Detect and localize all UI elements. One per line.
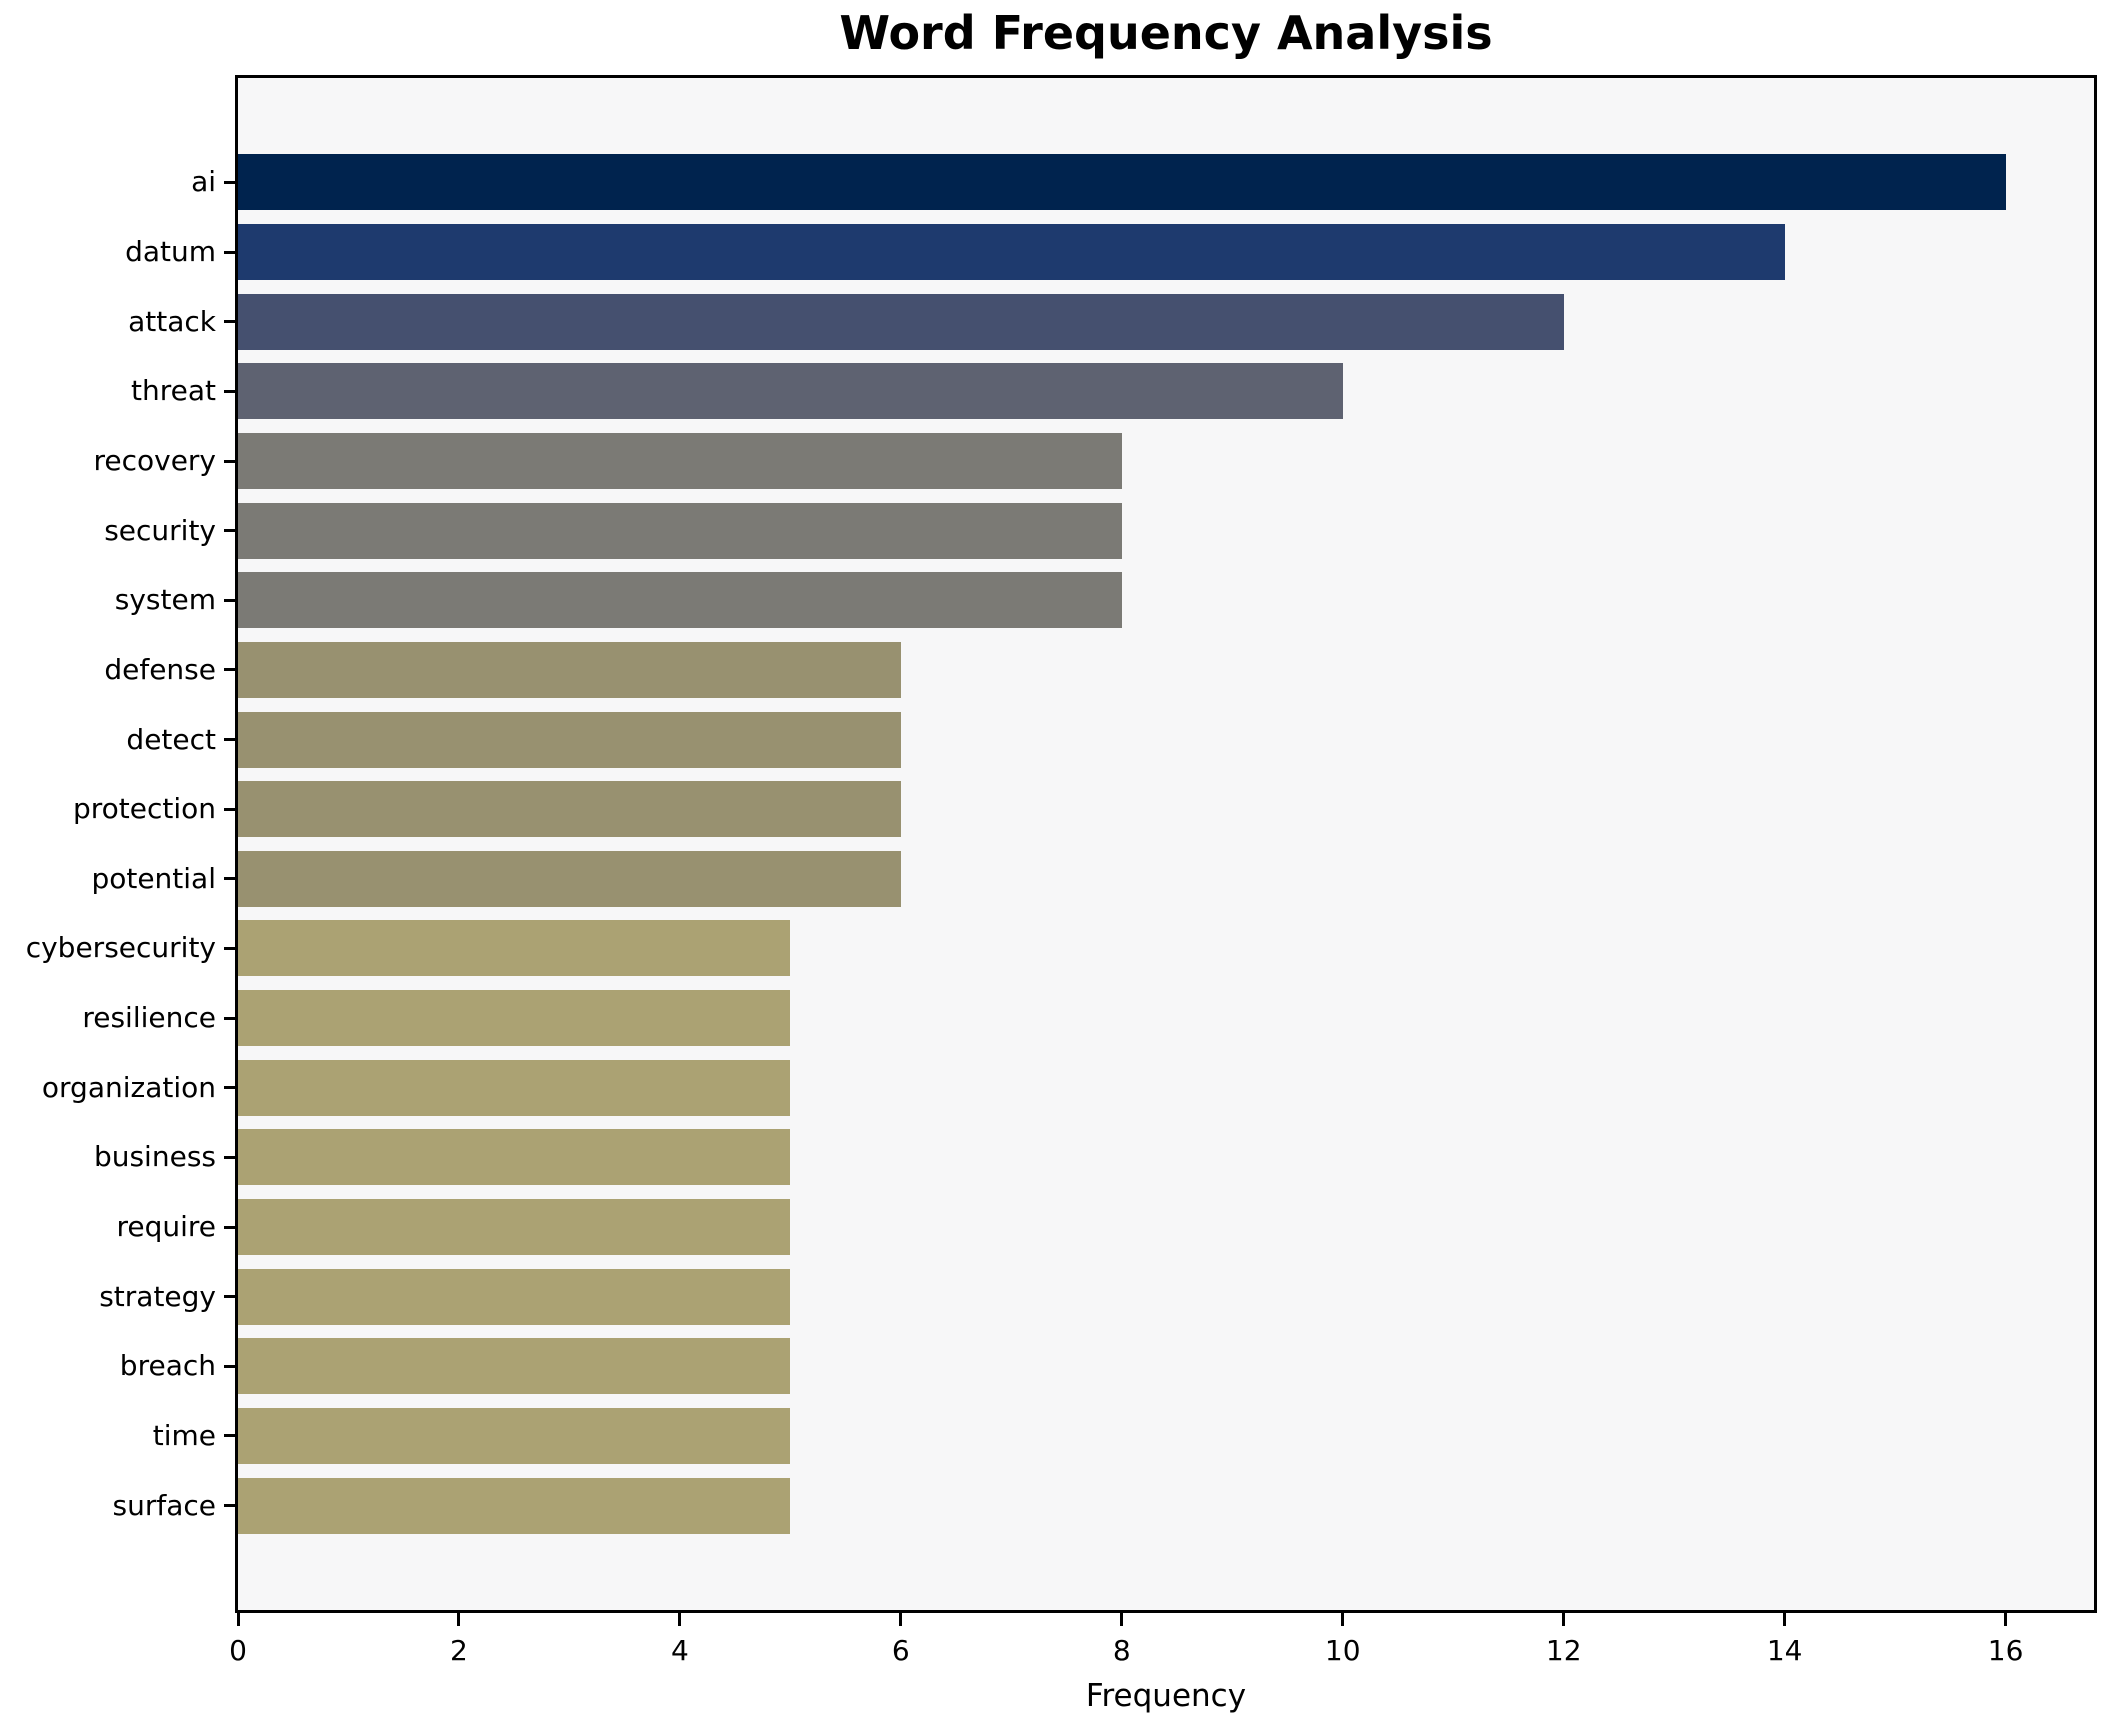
bar-threat xyxy=(238,363,1343,420)
y-tick-mark xyxy=(224,738,235,742)
y-tick-label-datum: datum xyxy=(125,235,216,269)
y-tick-label-threat: threat xyxy=(131,374,216,408)
y-tick-label-recovery: recovery xyxy=(93,444,216,477)
bar-recovery xyxy=(238,433,1122,489)
y-tick-label-require: require xyxy=(116,1210,216,1243)
y-tick-label-attack: attack xyxy=(128,304,216,338)
y-tick-label-cybersecurity: cybersecurity xyxy=(25,931,216,965)
bar-defense xyxy=(238,641,901,698)
x-tick-label-0: 0 xyxy=(229,1634,247,1667)
bar-time xyxy=(238,1407,791,1464)
y-tick-label-ai: ai xyxy=(191,165,216,199)
y-tick-mark xyxy=(224,529,235,533)
y-tick-label-breach: breach xyxy=(119,1349,216,1383)
bar-system xyxy=(238,572,1122,629)
bar-resilience xyxy=(238,990,791,1047)
bar-organization xyxy=(238,1059,791,1116)
y-tick-mark xyxy=(224,180,235,184)
y-tick-label-detect: detect xyxy=(126,722,216,756)
x-tick-label-2: 2 xyxy=(450,1634,468,1667)
bar-protection xyxy=(238,781,901,838)
y-tick-mark xyxy=(224,320,235,324)
x-tick-mark xyxy=(1120,1613,1124,1626)
y-tick-mark xyxy=(224,1086,235,1090)
y-tick-label-resilience: resilience xyxy=(82,1001,216,1035)
y-tick-mark xyxy=(224,1504,235,1508)
y-tick-label-strategy: strategy xyxy=(99,1279,216,1313)
y-tick-mark xyxy=(224,668,235,672)
bar-attack xyxy=(238,293,1564,350)
x-tick-mark xyxy=(457,1613,461,1626)
y-tick-label-time: time xyxy=(152,1418,216,1452)
x-tick-label-4: 4 xyxy=(670,1634,689,1667)
x-tick-mark xyxy=(1783,1613,1787,1626)
plot-area xyxy=(235,75,2097,1613)
x-tick-mark xyxy=(899,1613,903,1626)
bar-potential xyxy=(238,850,901,907)
bar-ai xyxy=(238,154,2006,211)
bar-datum xyxy=(238,224,1785,281)
bar-strategy xyxy=(238,1268,791,1325)
y-tick-mark xyxy=(224,1364,235,1368)
bar-security xyxy=(238,502,1122,559)
y-tick-mark xyxy=(224,1155,235,1159)
bar-require xyxy=(238,1199,791,1255)
bar-breach xyxy=(238,1338,791,1395)
x-tick-label-12: 12 xyxy=(1545,1634,1582,1667)
x-tick-label-8: 8 xyxy=(1112,1634,1131,1667)
x-tick-label-10: 10 xyxy=(1324,1634,1361,1667)
y-tick-mark xyxy=(224,1225,235,1229)
y-tick-mark xyxy=(224,598,235,602)
x-tick-mark xyxy=(236,1613,240,1626)
y-tick-mark xyxy=(224,807,235,811)
y-tick-mark xyxy=(224,1295,235,1299)
x-tick-mark xyxy=(678,1613,682,1626)
x-tick-label-16: 16 xyxy=(1987,1634,2024,1667)
y-tick-label-defense: defense xyxy=(104,652,216,686)
x-tick-mark xyxy=(1341,1613,1345,1626)
y-tick-label-protection: protection xyxy=(72,792,216,826)
bar-cybersecurity xyxy=(238,920,791,977)
y-tick-mark xyxy=(224,1016,235,1020)
y-tick-label-business: business xyxy=(93,1140,216,1174)
y-tick-label-surface: surface xyxy=(112,1488,216,1522)
x-tick-mark xyxy=(1562,1613,1566,1626)
x-tick-label-6: 6 xyxy=(891,1634,910,1667)
x-axis-label: Frequency xyxy=(1085,1678,1247,1714)
x-tick-mark xyxy=(2004,1613,2008,1626)
y-tick-mark xyxy=(224,389,235,393)
bar-surface xyxy=(238,1477,791,1534)
y-tick-label-organization: organization xyxy=(41,1070,216,1104)
y-tick-mark xyxy=(224,877,235,881)
x-tick-label-14: 14 xyxy=(1766,1634,1803,1667)
y-tick-mark xyxy=(224,250,235,254)
chart-title: Word Frequency Analysis xyxy=(839,6,1493,60)
y-tick-mark xyxy=(224,459,235,463)
bar-detect xyxy=(238,711,901,768)
bar-business xyxy=(238,1129,791,1186)
y-tick-mark xyxy=(224,1434,235,1438)
y-tick-label-system: system xyxy=(114,583,216,617)
y-tick-mark xyxy=(224,946,235,950)
y-tick-label-potential: potential xyxy=(91,861,216,895)
y-tick-label-security: security xyxy=(104,513,216,547)
